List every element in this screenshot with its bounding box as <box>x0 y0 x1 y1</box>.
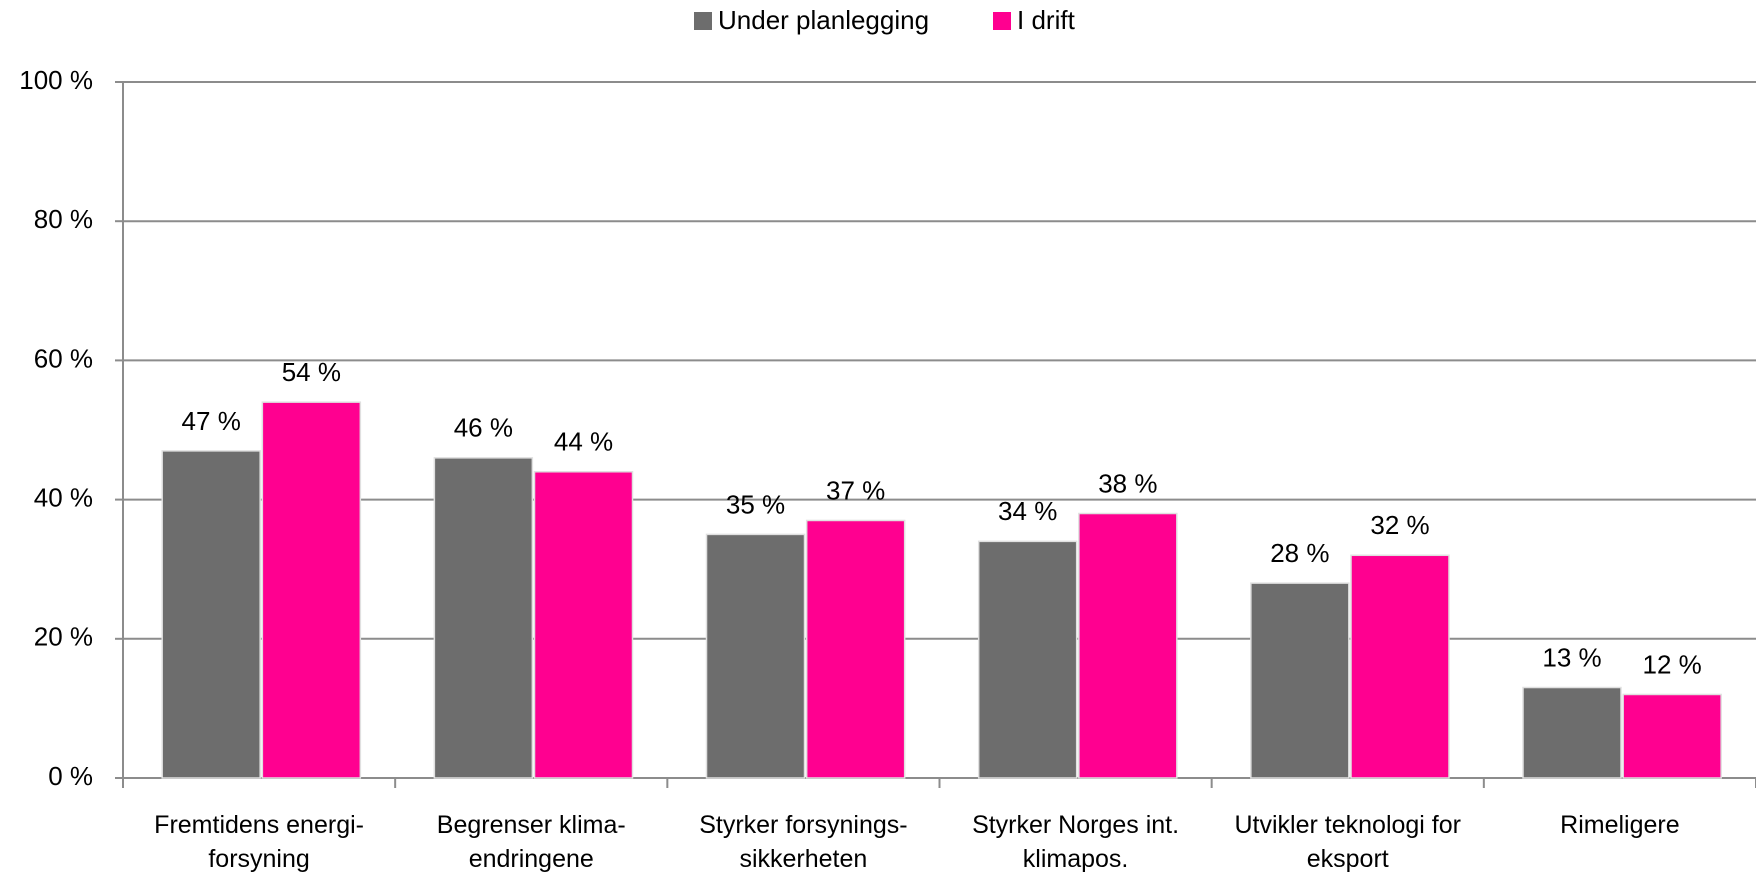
legend-label: Under planlegging <box>718 5 929 35</box>
value-label: 46 % <box>454 413 513 443</box>
value-label: 37 % <box>826 475 885 505</box>
bar <box>1250 582 1350 779</box>
bar <box>1350 554 1450 779</box>
x-tick-label: Rimeligere <box>1560 811 1680 839</box>
bar <box>805 519 906 779</box>
y-tick-label: 80 % <box>34 204 93 234</box>
y-tick-label: 60 % <box>34 343 93 373</box>
value-label: 13 % <box>1542 642 1601 672</box>
x-tick-label: Styrker forsynings- sikkerheten <box>699 811 908 873</box>
bar <box>261 401 362 779</box>
y-tick-label: 0 % <box>48 761 93 791</box>
value-label: 32 % <box>1370 510 1429 540</box>
y-tick-label: 40 % <box>34 482 93 512</box>
bar <box>1078 512 1178 779</box>
legend-swatch <box>993 12 1011 30</box>
bar <box>533 471 634 779</box>
legend-label: I drift <box>1017 5 1076 35</box>
x-tick-label: Fremtidens energi- forsyning <box>154 811 364 873</box>
bar <box>705 533 806 779</box>
bar <box>161 450 261 779</box>
x-tick-label: Begrenser klima- endringene <box>436 811 626 873</box>
bar <box>1622 693 1722 779</box>
bar <box>1522 686 1622 779</box>
value-label: 47 % <box>182 406 241 436</box>
x-tick-label: Styrker Norges int. klimapos. <box>972 811 1180 873</box>
bar <box>977 540 1078 779</box>
value-label: 12 % <box>1643 649 1702 679</box>
bar <box>433 457 534 779</box>
value-label: 34 % <box>998 496 1057 526</box>
value-label: 54 % <box>282 357 341 387</box>
value-label: 28 % <box>1270 538 1329 568</box>
x-tick-label: Utvikler teknologi for eksport <box>1234 811 1461 873</box>
y-tick-label: 100 % <box>19 65 93 95</box>
value-label: 35 % <box>726 489 785 519</box>
value-label: 38 % <box>1098 468 1157 498</box>
y-tick-label: 20 % <box>34 622 93 652</box>
legend-swatch <box>694 12 712 30</box>
value-label: 44 % <box>554 427 613 457</box>
